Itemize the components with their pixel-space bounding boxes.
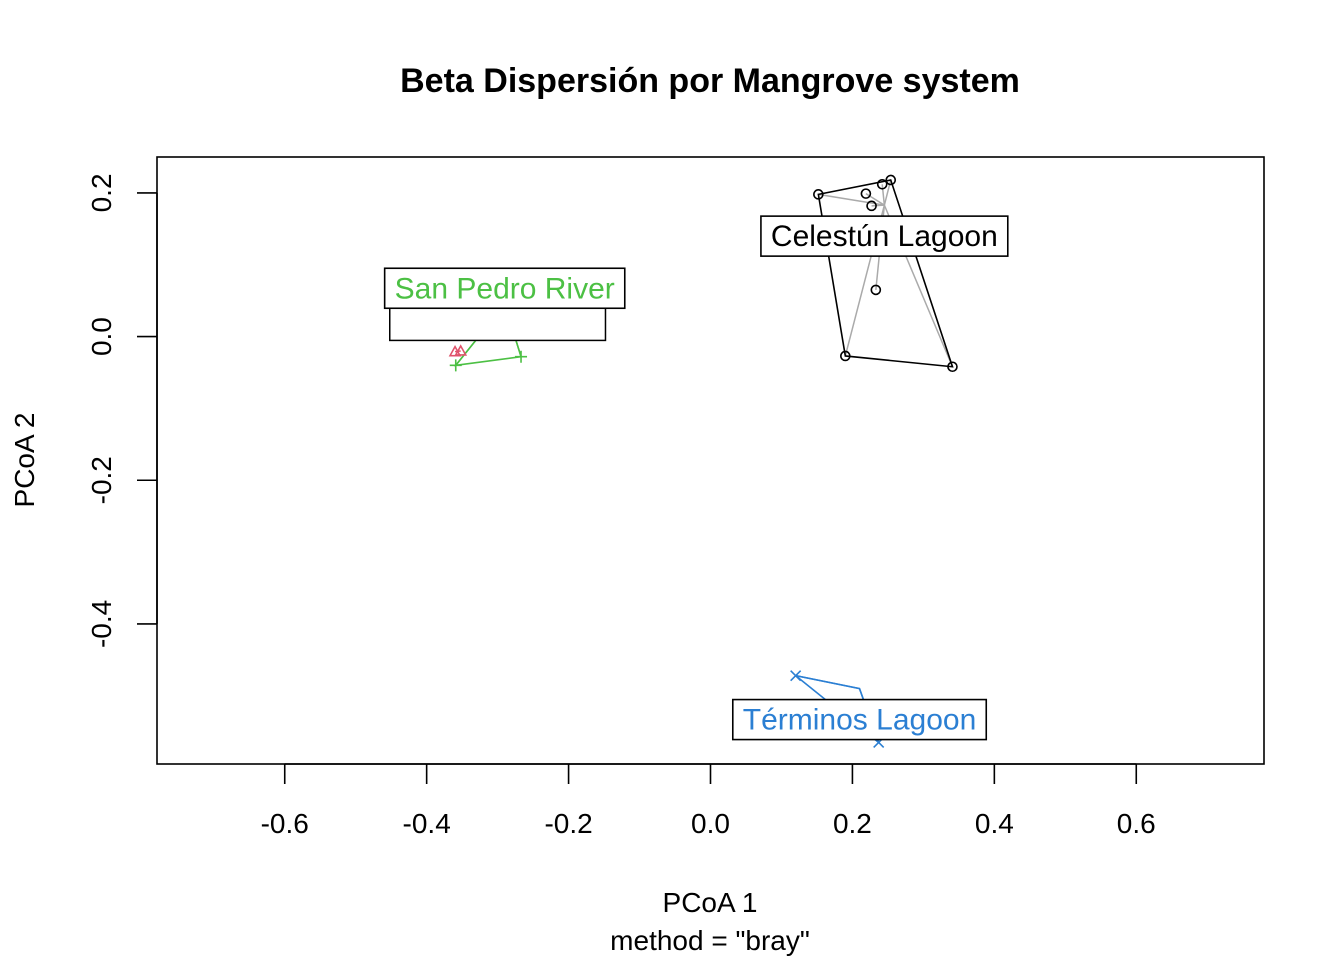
group-label-box [760, 215, 1009, 257]
y-tick-label: -0.2 [86, 456, 117, 504]
x-tick-label: 0.6 [1117, 808, 1156, 839]
hull-polygon [817, 179, 954, 368]
chart-title: Beta Dispersión por Mangrove system [400, 62, 1020, 100]
spoke-line [818, 193, 885, 206]
data-point [449, 359, 462, 372]
group-label: San Pedro River [395, 272, 615, 305]
data-point [947, 361, 958, 373]
group-label: Celestún Lagoon [771, 220, 998, 253]
data-point [870, 284, 882, 296]
x-tick-label: 0.4 [975, 808, 1014, 839]
x-tick-label: -0.2 [544, 808, 592, 839]
plot-area: Celestún Lagoon San Pedro River Términos L… [383, 174, 1009, 749]
x-axis-label: PCoA 1 [663, 887, 758, 918]
x-axis-subtitle: method = "bray" [610, 925, 810, 956]
data-point [876, 178, 888, 190]
group-label-box [731, 698, 988, 741]
data-point [813, 189, 824, 200]
y-tick-label: 0.2 [86, 173, 117, 212]
spoke-line [871, 204, 885, 207]
x-axis: -0.6 -0.4 -0.2 0.0 0.2 0.4 0.6 [261, 763, 1156, 839]
x-tick-label: -0.4 [403, 808, 451, 839]
x-tick-label: -0.6 [261, 808, 309, 839]
y-tick-label: 0.0 [86, 317, 117, 356]
group-label-box [383, 267, 626, 310]
data-point [790, 670, 802, 682]
group-label: Términos Lagoon [743, 704, 976, 737]
y-axis: -0.4 -0.2 0.0 0.2 [86, 173, 158, 648]
x-tick-label: 0.0 [691, 808, 730, 839]
data-point [885, 174, 897, 186]
spoke-line [865, 192, 885, 206]
x-tick-label: 0.2 [833, 808, 872, 839]
y-tick-label: -0.4 [86, 600, 117, 648]
data-point [515, 350, 528, 363]
group-label-box-shadow [389, 305, 607, 342]
y-axis-label: PCoA 2 [9, 413, 40, 508]
data-point [866, 200, 877, 212]
data-point [860, 188, 872, 199]
plot-frame [156, 156, 1265, 765]
data-point [454, 344, 468, 356]
data-point [448, 345, 462, 357]
spoke-line [881, 184, 886, 206]
data-point [840, 350, 851, 362]
